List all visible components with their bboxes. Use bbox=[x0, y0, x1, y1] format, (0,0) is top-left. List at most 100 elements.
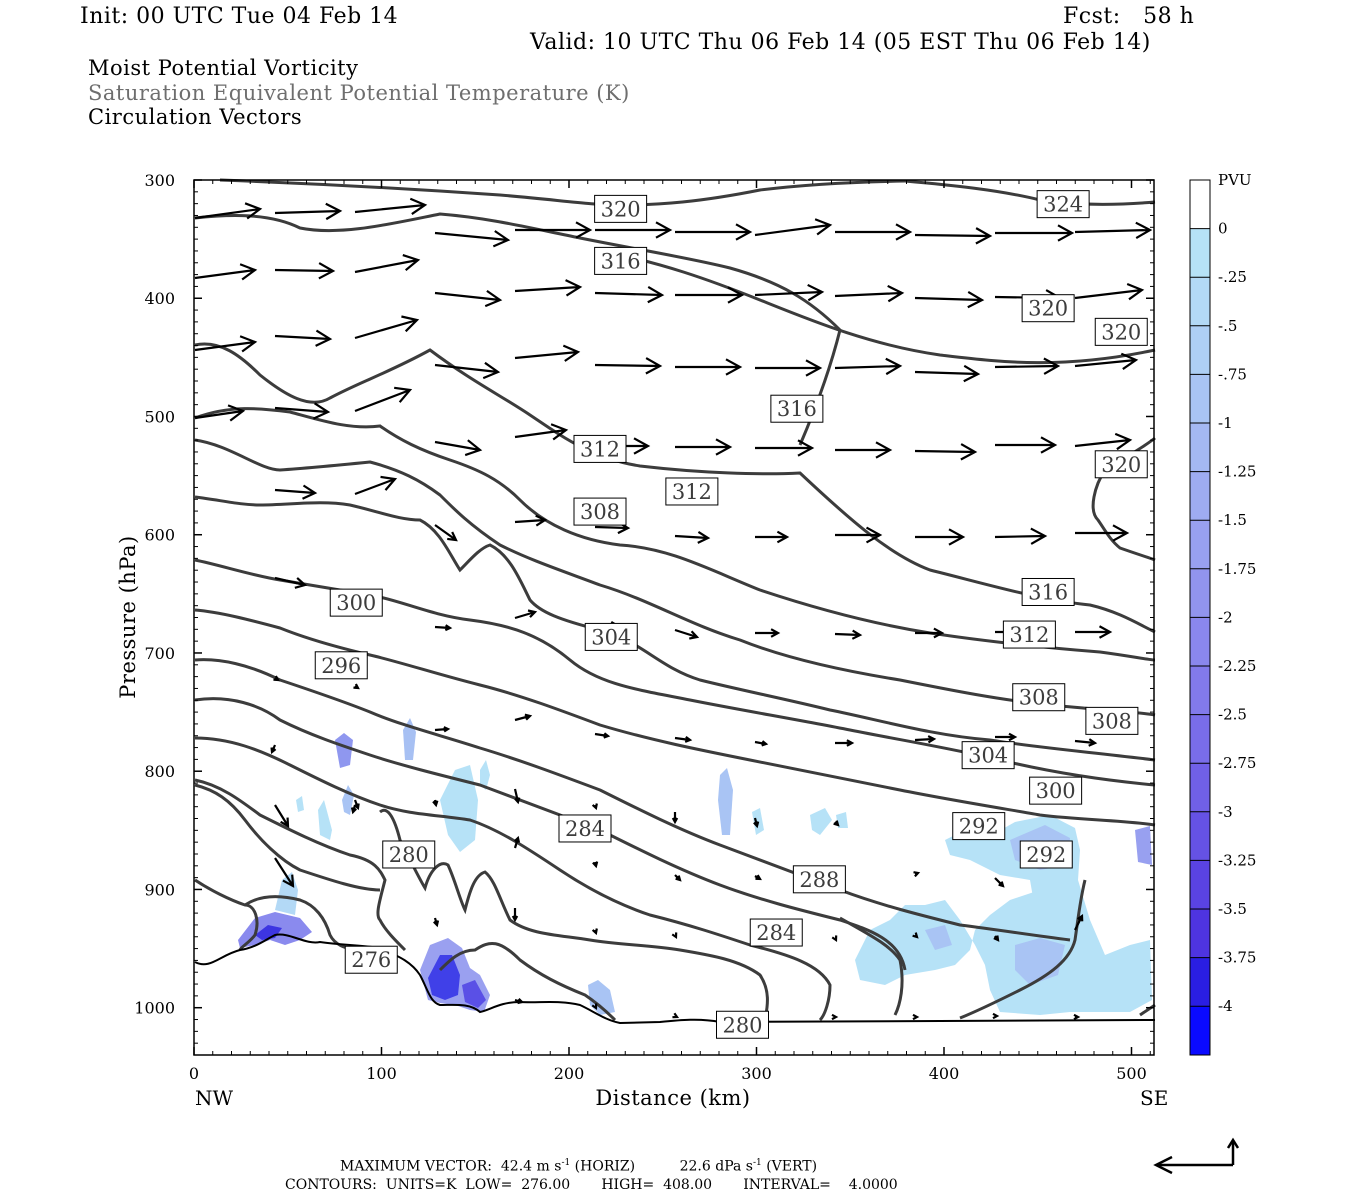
contour-label-box bbox=[1021, 294, 1075, 323]
contour-label: 284 bbox=[756, 921, 796, 945]
title-pv: Moist Potential Vorticity bbox=[88, 56, 359, 80]
wind-vector bbox=[912, 932, 919, 939]
forecast-hour: Fcst: 58 h bbox=[1063, 4, 1195, 29]
wind-vector bbox=[591, 928, 598, 936]
contour-label-box bbox=[716, 1010, 769, 1039]
wind-vector bbox=[835, 441, 893, 459]
wind-vector bbox=[675, 438, 733, 456]
wind-vector bbox=[754, 874, 762, 881]
contour-label: 324 bbox=[1043, 193, 1083, 217]
vert-value: 22.6 dPa s bbox=[679, 1158, 753, 1175]
contour-label: 308 bbox=[580, 500, 620, 524]
wind-vector bbox=[995, 732, 1018, 742]
wind-vector bbox=[994, 357, 1061, 375]
wind-vector bbox=[753, 817, 760, 829]
contour-label-box bbox=[1085, 706, 1139, 735]
wind-vector bbox=[354, 386, 413, 413]
wind-vector bbox=[674, 874, 682, 882]
wind-vector bbox=[755, 439, 815, 457]
wind-vector bbox=[1074, 738, 1098, 747]
contour-label-box bbox=[665, 477, 719, 506]
colorbar-swatch bbox=[1190, 423, 1210, 472]
wind-vector bbox=[754, 218, 833, 237]
contour-label-box bbox=[1094, 317, 1148, 346]
wind-vector bbox=[993, 935, 1000, 942]
wind-vector bbox=[274, 329, 333, 347]
wind-vector bbox=[913, 871, 921, 878]
wind-vector bbox=[914, 364, 981, 383]
wind-vector bbox=[513, 835, 521, 849]
contour-label: 308 bbox=[1019, 686, 1059, 710]
wind-vector bbox=[1074, 282, 1145, 301]
wind-vector bbox=[511, 908, 519, 923]
contour-label-box bbox=[594, 194, 648, 223]
y-tick-label: 600 bbox=[144, 526, 175, 545]
wind-vector bbox=[1074, 913, 1084, 931]
contour-label: 304 bbox=[591, 625, 631, 649]
wind-vector bbox=[515, 221, 593, 239]
contour-label: 312 bbox=[1009, 623, 1049, 647]
y-tick-label: 700 bbox=[144, 644, 175, 663]
wind-vector bbox=[434, 289, 503, 308]
wind-vector bbox=[755, 530, 790, 544]
y-tick-label: 300 bbox=[144, 171, 175, 190]
wind-vector bbox=[354, 254, 421, 274]
contour-label-box bbox=[1012, 683, 1066, 712]
x-axis-title: Distance (km) bbox=[595, 1086, 750, 1110]
reference-vector-icon bbox=[1153, 1137, 1240, 1175]
horiz-exp: -1 bbox=[561, 1158, 571, 1168]
wind-vector bbox=[1074, 221, 1153, 240]
wind-vector bbox=[514, 609, 538, 620]
colorbar-label: -2.75 bbox=[1218, 754, 1256, 772]
contour-label: 280 bbox=[389, 843, 429, 867]
contour-label-box bbox=[749, 918, 803, 947]
wind-vector bbox=[274, 576, 308, 589]
contour-label-box bbox=[382, 840, 436, 869]
wind-vector bbox=[674, 736, 693, 743]
wind-vector bbox=[514, 514, 548, 527]
wind-vector bbox=[354, 475, 398, 496]
wind-vector bbox=[912, 1013, 920, 1021]
wind-vector bbox=[834, 629, 863, 640]
contour-label-box bbox=[1029, 776, 1083, 805]
colorbar-swatch bbox=[1190, 180, 1210, 229]
contour-label: 288 bbox=[799, 868, 839, 892]
contour-label: 296 bbox=[321, 654, 361, 678]
x-tick-label: 500 bbox=[1116, 1064, 1147, 1083]
wind-vector bbox=[1074, 352, 1139, 370]
horiz-value: 42.4 m s bbox=[500, 1158, 562, 1175]
y-axis-title: Pressure (hPa) bbox=[116, 535, 140, 698]
wind-vector bbox=[274, 804, 290, 828]
contour-label-box bbox=[1021, 577, 1075, 606]
contour-label: 320 bbox=[601, 197, 641, 221]
contour-label-box bbox=[573, 434, 627, 463]
colorbar-label: 0 bbox=[1218, 220, 1228, 238]
wind-vector bbox=[194, 263, 258, 281]
colorbar-swatch bbox=[1190, 471, 1210, 521]
wind-vector bbox=[591, 1003, 598, 1011]
wind-vector bbox=[194, 404, 246, 422]
wind-vector bbox=[675, 358, 743, 376]
wind-vector bbox=[274, 262, 336, 280]
contour-label: 300 bbox=[1036, 779, 1076, 803]
wind-vector bbox=[1075, 625, 1113, 639]
contour-label-box bbox=[558, 814, 612, 843]
colorbar-swatch bbox=[1190, 374, 1210, 423]
colorbar-swatch bbox=[1190, 277, 1210, 326]
contour-label-box bbox=[573, 497, 627, 526]
x-tick-label: 100 bbox=[366, 1064, 397, 1083]
wind-vector bbox=[433, 917, 440, 928]
wind-vector bbox=[354, 197, 428, 215]
y-tick-label: 800 bbox=[144, 762, 175, 781]
wind-vector bbox=[831, 1013, 839, 1021]
contour-label-box bbox=[594, 246, 648, 275]
colorbar-swatch bbox=[1190, 811, 1210, 861]
contour-label-box bbox=[584, 622, 638, 651]
colorbar-swatch bbox=[1190, 325, 1210, 375]
contour-label: 280 bbox=[722, 1013, 762, 1037]
valid-time: Valid: 10 UTC Thu 06 Feb 14 (05 EST Thu … bbox=[530, 30, 1151, 55]
colorbar-swatch bbox=[1190, 714, 1210, 764]
wind-vector bbox=[595, 221, 673, 239]
contours-info: CONTOURS: UNITS=K LOW= 276.00 HIGH= 408.… bbox=[285, 1177, 898, 1193]
wind-vector bbox=[674, 531, 711, 544]
